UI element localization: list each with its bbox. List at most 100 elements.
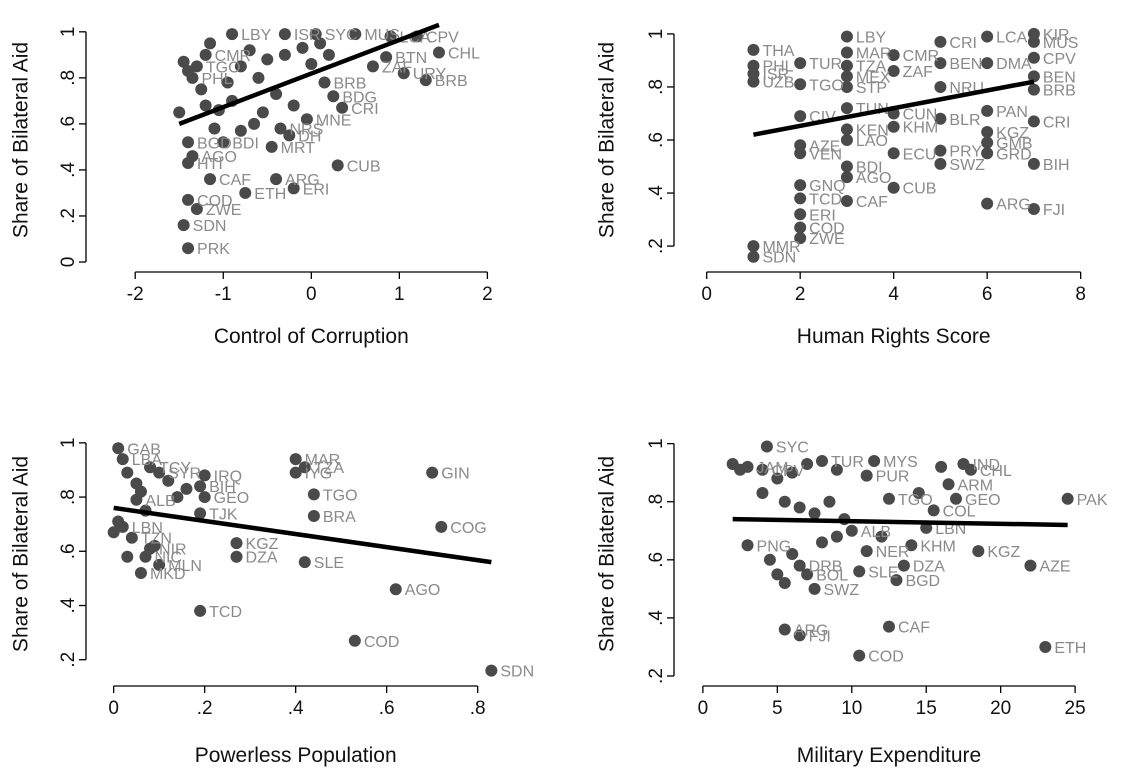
data-point: [1027, 202, 1040, 215]
point-label: SDN: [500, 664, 534, 681]
data-point: [801, 457, 814, 470]
data-point: [912, 487, 925, 499]
point-label: HTI: [197, 156, 223, 173]
point-label: AGO: [856, 170, 892, 187]
point-label: KGZ: [246, 536, 279, 553]
point-label: CMR: [903, 48, 939, 65]
data-point: [905, 539, 918, 552]
y-tick-label: .6: [58, 116, 79, 132]
point-label: SLE: [314, 555, 344, 572]
point-label: BDG: [342, 89, 377, 106]
data-point: [221, 76, 234, 89]
point-label: SYC: [776, 440, 809, 457]
data-point: [270, 173, 283, 186]
point-label: SLE: [868, 564, 898, 581]
data-point: [331, 159, 344, 172]
y-tick-label: .2: [58, 652, 79, 668]
data-point: [125, 531, 138, 544]
data-point: [270, 87, 283, 100]
point-label: THA: [762, 43, 794, 60]
data-point: [840, 59, 853, 72]
data-point: [845, 524, 858, 537]
data-point: [840, 123, 853, 136]
point-label: CUN: [903, 106, 938, 123]
x-tick-label: 0: [108, 698, 119, 719]
data-point: [112, 442, 125, 455]
point-label: ARG: [794, 623, 829, 640]
point-label: GIN: [441, 466, 469, 483]
point-label: CAF: [219, 172, 251, 189]
x-tick-label: 15: [916, 698, 937, 719]
y-axis-title: Share of Bilateral Aid: [10, 42, 33, 238]
point-label: NER: [876, 544, 910, 561]
data-point: [307, 510, 320, 523]
y-tick-label: .2: [646, 238, 667, 254]
data-point: [756, 463, 769, 476]
data-point: [794, 57, 807, 70]
x-tick-label: .2: [197, 698, 213, 719]
point-label: PHL: [201, 71, 232, 88]
point-label: KHM: [903, 120, 939, 137]
data-point: [278, 48, 291, 61]
data-point: [981, 57, 994, 70]
point-label: ERI: [303, 181, 330, 198]
point-label: ZWE: [809, 231, 845, 248]
data-point: [830, 530, 843, 543]
point-label: SYC: [325, 27, 358, 44]
point-label: LBY: [856, 30, 887, 47]
data-point: [741, 539, 754, 552]
data-point: [190, 203, 203, 216]
data-point: [180, 482, 193, 495]
point-label: AZE: [1039, 559, 1070, 576]
point-label: SWZ: [949, 157, 985, 174]
point-label: VEN: [809, 146, 842, 163]
point-label: CRI: [351, 101, 379, 118]
data-point: [1027, 51, 1040, 64]
data-point: [318, 76, 331, 89]
data-point: [139, 550, 152, 563]
data-point: [763, 553, 776, 566]
x-tick-label: .4: [288, 698, 304, 719]
data-point: [298, 556, 311, 569]
data-point: [897, 559, 910, 572]
point-label: TUR: [809, 56, 842, 73]
point-label: BIH: [1043, 157, 1070, 174]
data-point: [793, 559, 806, 572]
y-tick-label: .6: [646, 132, 667, 148]
scatter-panel-1: 0 .2 .4 .6 .8 1 -2 -1 0 1 2 Control of Corruption Sh…: [10, 22, 493, 348]
data-point: [217, 136, 230, 149]
y-tick-label: .6: [646, 552, 667, 568]
data-point: [853, 649, 866, 662]
data-point: [794, 221, 807, 234]
data-point: [366, 60, 379, 73]
y-axis-title: Share of Bilateral Aid: [596, 456, 619, 652]
point-label: PRK: [197, 241, 230, 258]
point-label: TGO: [809, 77, 844, 94]
y-tick-label: 1: [646, 438, 667, 449]
data-point: [289, 453, 302, 466]
point-label: TGO: [206, 59, 241, 76]
point-label: MLN: [168, 558, 202, 575]
data-point: [786, 466, 799, 479]
point-label: TZA: [314, 460, 345, 477]
data-point: [981, 197, 994, 210]
data-point: [950, 492, 962, 505]
point-label: CHL: [448, 46, 480, 63]
point-label: DMA: [996, 56, 1032, 73]
data-point: [380, 51, 393, 64]
data-point: [794, 78, 807, 91]
data-point: [747, 240, 760, 253]
data-point: [305, 58, 318, 71]
data-point: [199, 99, 212, 112]
data-point: [840, 171, 853, 184]
point-label: CHL: [980, 463, 1012, 480]
y-axis-title: Share of Bilateral Aid: [10, 456, 33, 652]
x-tick-label: 4: [888, 284, 899, 305]
data-point: [198, 491, 211, 504]
data-point: [230, 537, 243, 550]
data-point: [182, 193, 195, 206]
data-point: [981, 104, 994, 117]
point-label: CRI: [1043, 114, 1071, 131]
data-point: [887, 147, 900, 160]
data-point: [194, 507, 207, 520]
